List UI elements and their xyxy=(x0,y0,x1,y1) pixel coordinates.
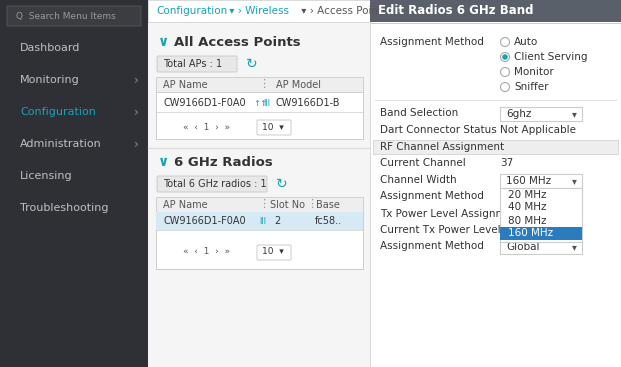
Text: lll: lll xyxy=(263,98,270,108)
Text: 160 MHz: 160 MHz xyxy=(506,176,551,186)
Text: ›: › xyxy=(134,73,138,87)
Text: lll: lll xyxy=(259,217,266,225)
Text: 37: 37 xyxy=(500,158,513,168)
Text: ↻: ↻ xyxy=(276,177,288,191)
Text: Total 6 GHz radios : 1: Total 6 GHz radios : 1 xyxy=(163,179,266,189)
FancyBboxPatch shape xyxy=(148,22,370,367)
FancyBboxPatch shape xyxy=(0,0,148,367)
FancyBboxPatch shape xyxy=(373,140,618,154)
Text: Monitoring: Monitoring xyxy=(20,75,79,85)
FancyBboxPatch shape xyxy=(148,0,621,22)
Text: AP Model: AP Model xyxy=(276,80,321,90)
Circle shape xyxy=(501,37,509,47)
Text: 6ghz: 6ghz xyxy=(506,109,532,119)
Text: «  ‹  1  ›  »: « ‹ 1 › » xyxy=(183,123,230,131)
Text: ▾ › Wireless: ▾ › Wireless xyxy=(226,6,289,16)
Text: 40 MHz: 40 MHz xyxy=(508,203,546,212)
Text: Administration: Administration xyxy=(20,139,102,149)
Text: 10  ▾: 10 ▾ xyxy=(262,247,284,257)
Text: CW9166D1-B: CW9166D1-B xyxy=(276,98,340,108)
Text: All Access Points: All Access Points xyxy=(174,36,301,48)
Text: Current Tx Power Level: Current Tx Power Level xyxy=(380,225,501,235)
FancyBboxPatch shape xyxy=(148,0,621,367)
Text: Client Serving: Client Serving xyxy=(514,52,587,62)
Text: CW9166D1-F0A0: CW9166D1-F0A0 xyxy=(163,98,246,108)
Text: 80 MHz: 80 MHz xyxy=(508,215,546,225)
FancyBboxPatch shape xyxy=(500,227,582,240)
Text: Edit Radios 6 GHz Band: Edit Radios 6 GHz Band xyxy=(378,4,533,18)
Text: fc58..: fc58.. xyxy=(315,216,342,226)
FancyBboxPatch shape xyxy=(156,197,363,212)
Text: ▾ › Access Points: ▾ › Access Points xyxy=(298,6,388,16)
FancyBboxPatch shape xyxy=(370,0,621,367)
FancyBboxPatch shape xyxy=(156,77,363,92)
Text: Global: Global xyxy=(506,242,540,252)
FancyBboxPatch shape xyxy=(156,77,363,139)
Text: Licensing: Licensing xyxy=(20,171,73,181)
Text: AP Name: AP Name xyxy=(163,80,207,90)
Circle shape xyxy=(501,52,509,62)
FancyBboxPatch shape xyxy=(500,188,582,242)
FancyBboxPatch shape xyxy=(157,176,267,192)
Text: ▾: ▾ xyxy=(571,242,576,252)
Text: Band Selection: Band Selection xyxy=(380,108,458,118)
Circle shape xyxy=(501,68,509,76)
Text: Configuration: Configuration xyxy=(20,107,96,117)
FancyBboxPatch shape xyxy=(156,197,363,269)
Text: Total APs : 1: Total APs : 1 xyxy=(163,59,222,69)
Text: 2: 2 xyxy=(274,216,280,226)
Text: Current Channel: Current Channel xyxy=(380,158,466,168)
Text: Q  Search Menu Items: Q Search Menu Items xyxy=(16,11,116,21)
Text: Assignment Method: Assignment Method xyxy=(380,191,484,201)
Text: ›: › xyxy=(134,105,138,119)
Text: ∨: ∨ xyxy=(158,155,170,169)
Text: Assignment Method: Assignment Method xyxy=(380,241,484,251)
Text: Tx Power Level Assignme: Tx Power Level Assignme xyxy=(380,209,512,219)
Text: ⋮: ⋮ xyxy=(258,200,269,210)
FancyBboxPatch shape xyxy=(500,174,582,188)
FancyBboxPatch shape xyxy=(370,0,621,22)
Text: Dart Connector Status: Dart Connector Status xyxy=(380,125,497,135)
Text: Dashboard: Dashboard xyxy=(20,43,80,53)
Circle shape xyxy=(501,83,509,91)
Text: ∨: ∨ xyxy=(158,35,170,49)
FancyBboxPatch shape xyxy=(157,56,237,72)
Text: ⋮: ⋮ xyxy=(258,80,269,90)
FancyBboxPatch shape xyxy=(500,107,582,121)
Text: RF Channel Assignment: RF Channel Assignment xyxy=(380,142,504,152)
FancyBboxPatch shape xyxy=(500,240,582,254)
Text: Troubleshooting: Troubleshooting xyxy=(20,203,109,213)
Text: Slot No: Slot No xyxy=(270,200,305,210)
Text: «  ‹  1  ›  »: « ‹ 1 › » xyxy=(183,247,230,257)
Text: 10  ▾: 10 ▾ xyxy=(262,123,284,131)
Text: ↻: ↻ xyxy=(246,57,258,71)
Text: 20 MHz: 20 MHz xyxy=(508,189,546,200)
FancyBboxPatch shape xyxy=(7,6,141,26)
Text: Not Applicable: Not Applicable xyxy=(500,125,576,135)
Text: Assignment Method: Assignment Method xyxy=(380,37,484,47)
FancyBboxPatch shape xyxy=(257,245,291,260)
Text: Configuration: Configuration xyxy=(156,6,227,16)
Circle shape xyxy=(502,54,508,60)
Text: 6 GHz Radios: 6 GHz Radios xyxy=(174,156,273,168)
FancyBboxPatch shape xyxy=(156,212,363,230)
Text: Sniffer: Sniffer xyxy=(514,82,548,92)
Text: ▾: ▾ xyxy=(571,109,576,119)
Text: Base: Base xyxy=(316,200,340,210)
Text: Channel Width: Channel Width xyxy=(380,175,456,185)
Text: ↑↑: ↑↑ xyxy=(253,98,267,108)
Text: ›: › xyxy=(134,138,138,150)
Text: ⋮: ⋮ xyxy=(306,200,317,210)
Text: 160 MHz: 160 MHz xyxy=(508,229,553,239)
Text: Monitor: Monitor xyxy=(514,67,554,77)
Text: 1: 1 xyxy=(500,225,507,235)
Text: AP Name: AP Name xyxy=(163,200,207,210)
Text: Auto: Auto xyxy=(514,37,538,47)
FancyBboxPatch shape xyxy=(257,120,291,135)
Text: CW9166D1-F0A0: CW9166D1-F0A0 xyxy=(163,216,246,226)
Text: ▾: ▾ xyxy=(571,176,576,186)
